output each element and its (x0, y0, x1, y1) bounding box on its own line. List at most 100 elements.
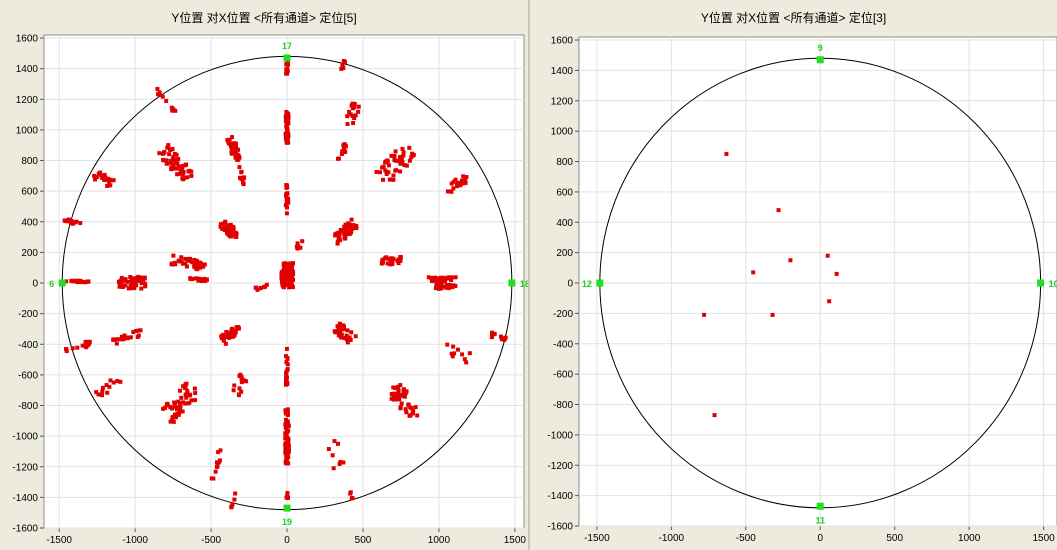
data-point (120, 336, 125, 341)
data-point (164, 158, 169, 163)
data-point (126, 279, 131, 284)
data-point (189, 169, 194, 174)
data-point (231, 232, 236, 237)
data-point (258, 285, 263, 290)
scatter-chart-left: -1500 -1000 -500 0 500 1000 1500 -1600 -1400 -120… (12, 34, 528, 546)
data-point (350, 106, 355, 111)
data-point (451, 186, 456, 191)
data-point (335, 241, 340, 246)
data-point (284, 67, 289, 72)
data-point (391, 385, 396, 390)
data-point (294, 244, 299, 249)
data-point (118, 278, 123, 283)
data-point (230, 144, 235, 149)
data-point (244, 379, 249, 384)
y-tick-label: 600 (556, 187, 573, 198)
data-point (283, 379, 288, 384)
data-point (451, 179, 456, 184)
data-point (285, 274, 290, 279)
data-point (126, 335, 131, 340)
data-point (284, 417, 289, 422)
data-point (770, 312, 775, 317)
data-point (398, 405, 403, 410)
data-point (341, 324, 346, 329)
data-point (175, 411, 180, 416)
data-point (171, 253, 176, 258)
data-point (284, 264, 289, 269)
data-point (181, 170, 186, 175)
data-point (353, 113, 358, 118)
data-point (461, 174, 466, 179)
data-point (289, 282, 294, 287)
data-point (286, 112, 291, 117)
data-point (380, 257, 385, 262)
data-point (80, 280, 85, 285)
data-point (336, 236, 341, 241)
data-point (395, 393, 400, 398)
data-point (283, 282, 288, 287)
data-point (171, 107, 176, 112)
data-point (283, 116, 288, 121)
data-point (204, 277, 209, 282)
data-point (326, 446, 331, 451)
data-point (136, 333, 141, 338)
data-point (198, 265, 203, 270)
data-point (170, 166, 175, 171)
data-point (84, 344, 89, 349)
data-point (83, 339, 88, 344)
data-point (111, 380, 116, 385)
data-point (186, 169, 191, 174)
data-point (280, 283, 285, 288)
data-point (213, 469, 218, 474)
data-point (289, 270, 294, 275)
data-point (463, 180, 468, 185)
data-point (180, 164, 185, 169)
data-point (185, 175, 190, 180)
data-point (430, 279, 435, 284)
data-point (183, 163, 188, 168)
data-point (232, 141, 237, 146)
data-point (214, 464, 219, 469)
data-point (227, 335, 232, 340)
data-point (391, 173, 396, 178)
data-point (115, 337, 120, 342)
data-point (193, 398, 198, 403)
data-point (283, 445, 288, 450)
data-point (283, 432, 288, 437)
data-point (464, 360, 469, 365)
data-point (218, 448, 223, 453)
chart-panel-left: Y位置 对X位置 <所有通道> 定位[5] -1500 -1000 -500 0 500… (0, 0, 528, 550)
data-point (178, 404, 183, 409)
data-point (447, 285, 452, 290)
data-point (415, 413, 420, 418)
data-point (128, 335, 133, 340)
data-point (284, 185, 289, 190)
data-point (444, 283, 449, 288)
y-tick-label: -1200 (12, 462, 38, 473)
data-point (171, 154, 176, 159)
data-point (439, 275, 444, 280)
x-tick-label: 0 (817, 533, 823, 544)
data-point (286, 119, 291, 124)
data-point (454, 184, 459, 189)
data-point (440, 284, 445, 289)
data-point (353, 334, 358, 339)
y-tick-label: 800 (556, 157, 573, 168)
data-point (283, 133, 288, 138)
data-point (226, 332, 231, 337)
data-point (93, 177, 98, 182)
data-point (157, 151, 162, 156)
data-point (171, 262, 176, 267)
data-point (455, 181, 460, 186)
data-point (451, 344, 456, 349)
data-point (433, 285, 438, 290)
data-point (285, 205, 290, 210)
sensor-label: 10 (1049, 279, 1057, 289)
data-point (129, 277, 134, 282)
data-point (339, 327, 344, 332)
data-point (462, 357, 467, 362)
data-point (241, 182, 246, 187)
data-point (69, 278, 74, 283)
data-point (237, 155, 242, 160)
data-point (340, 65, 345, 70)
